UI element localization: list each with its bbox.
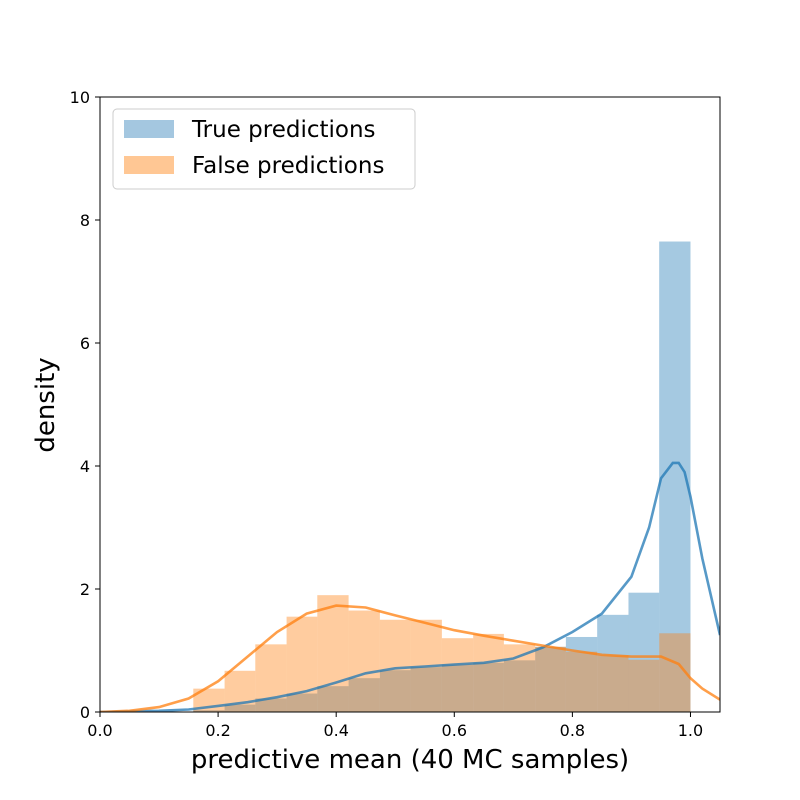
x-tick-label: 0.2 — [205, 721, 230, 740]
histogram-bar — [628, 592, 660, 712]
histogram-bar — [473, 662, 504, 712]
histogram-bar — [535, 646, 566, 712]
legend-swatch-false-predictions — [124, 156, 174, 174]
kde-curve-series-1 — [100, 604, 720, 712]
legend-label-true-predictions: True predictions — [191, 117, 376, 143]
kde-curve-series-0 — [100, 461, 720, 712]
y-tick-label: 10 — [70, 88, 90, 107]
histogram-bar — [410, 667, 442, 712]
plot-area — [100, 241, 720, 712]
x-tick-label: 0.6 — [442, 721, 467, 740]
histogram-bar — [441, 638, 474, 712]
histogram-bar — [317, 595, 349, 712]
histogram-bar — [255, 644, 287, 712]
histogram-bar — [193, 710, 225, 712]
histogram-bar — [379, 670, 411, 712]
histogram-bar — [597, 655, 629, 712]
histogram-bar — [348, 610, 380, 712]
x-tick-label: 1.0 — [678, 721, 703, 740]
y-axis-label: density — [31, 357, 61, 452]
histogram-bar — [565, 651, 598, 712]
histogram-bar — [503, 660, 536, 712]
histogram-bar — [224, 704, 256, 712]
histogram-bar — [255, 698, 287, 712]
histogram-bar — [628, 659, 660, 712]
series-1-bars — [193, 595, 691, 712]
legend-swatch-true-predictions — [124, 120, 174, 138]
x-axis-label: predictive mean (40 MC samples) — [191, 745, 629, 775]
plot-frame — [99, 96, 721, 713]
histogram-bar — [286, 693, 318, 712]
x-tick-label: 0.4 — [323, 721, 348, 740]
x-tick-label: 0.0 — [87, 721, 112, 740]
histogram-bar — [379, 619, 411, 712]
legend-box — [112, 108, 416, 190]
axes: 0.0 0.2 0.4 0.6 0.8 1.0 0 2 4 6 8 10 — [70, 88, 721, 740]
histogram-bar — [286, 616, 318, 712]
histogram-bar — [317, 686, 349, 712]
y-tick-label: 2 — [80, 580, 90, 599]
histogram-bar — [473, 633, 504, 712]
y-tick-label: 6 — [80, 334, 90, 353]
y-tick-label: 4 — [80, 457, 90, 476]
histogram-bar — [535, 646, 566, 712]
series-0-bars — [193, 241, 691, 712]
legend-label-false-predictions: False predictions — [192, 153, 384, 179]
histogram-bar — [503, 644, 536, 712]
x-tick-label: 0.8 — [560, 721, 585, 740]
histogram-bar — [597, 614, 629, 712]
y-tick-label: 0 — [80, 703, 90, 722]
y-tick-label: 8 — [80, 211, 90, 230]
histogram-bar — [348, 678, 380, 712]
histogram-bar — [441, 664, 474, 712]
histogram-bar — [224, 670, 256, 712]
legend: True predictions False predictions — [112, 108, 416, 190]
